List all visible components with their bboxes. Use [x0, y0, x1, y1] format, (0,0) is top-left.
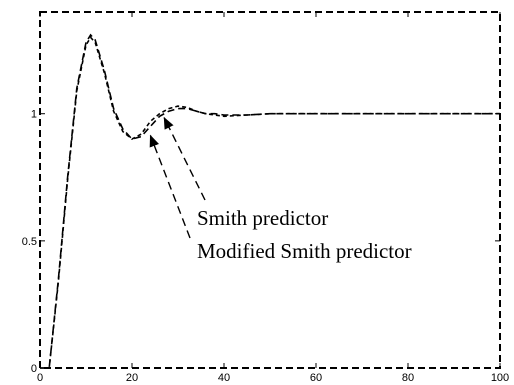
x-tick-label: 40 — [218, 372, 230, 384]
annotation-arrow-2 — [149, 134, 191, 239]
series-lines — [40, 33, 500, 369]
annotations: Smith predictor Modified Smith predictor — [149, 116, 412, 263]
x-tick-label: 60 — [310, 372, 322, 384]
y-tick-label: 1 — [31, 109, 37, 121]
tick-labels: 0 20 40 60 80 100 0 0.5 1 — [22, 109, 509, 384]
x-tick-label: 0 — [37, 372, 43, 384]
annotation-arrow-1 — [163, 116, 206, 201]
y-tick-label: 0 — [31, 363, 37, 375]
x-tick-label: 20 — [126, 372, 138, 384]
series-line-1 — [40, 33, 500, 369]
tick-marks — [39, 12, 501, 369]
x-tick-label: 80 — [402, 372, 414, 384]
annotation-label-2: Modified Smith predictor — [197, 239, 412, 263]
annotation-label-1: Smith predictor — [197, 206, 328, 230]
y-tick-label: 0.5 — [22, 236, 37, 248]
x-tick-label: 100 — [491, 372, 509, 384]
series-line-2 — [40, 36, 500, 369]
plot-frame — [39, 11, 501, 369]
